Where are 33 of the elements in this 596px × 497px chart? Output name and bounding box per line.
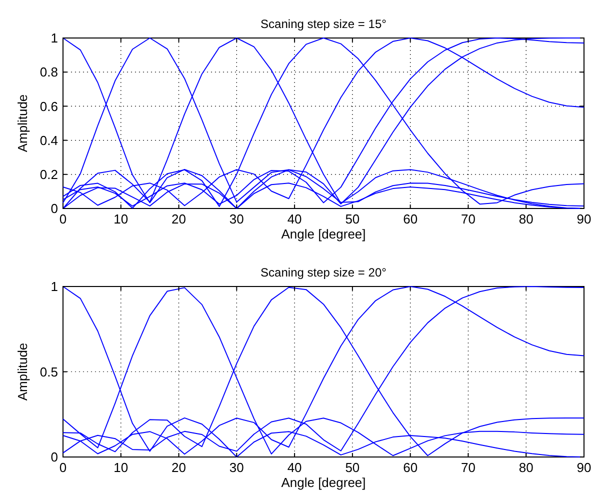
x-tick-label: 40 [287, 212, 302, 226]
x-tick-label: 90 [576, 460, 592, 475]
y-tick-label: 0 [50, 450, 58, 465]
y-tick-label: 0 [50, 201, 58, 216]
y-tick-label: 1 [50, 279, 58, 294]
x-tick-label: 10 [114, 212, 128, 226]
y-axis-title: Amplitude [15, 342, 30, 401]
y-tick-label: 0.2 [40, 166, 58, 182]
x-tick-label: 10 [114, 460, 128, 475]
chart-title: Scaning step size = 15° [260, 17, 387, 31]
y-tick-label: 0.8 [40, 64, 58, 80]
y-tick-label: 0.6 [40, 98, 58, 114]
x-tick-label: 80 [518, 460, 534, 475]
x-tick-label: 60 [403, 460, 418, 475]
x-tick-label: 20 [172, 460, 186, 475]
y-tick-label: 0.5 [40, 364, 58, 380]
x-tick-label: 30 [229, 212, 244, 226]
y-tick-label: 0.4 [40, 132, 58, 148]
y-axis-title: Amplitude [15, 94, 30, 152]
x-tick-label: 70 [460, 460, 476, 475]
x-axis-title: Angle [degree] [281, 226, 366, 242]
x-axis-title: Angle [degree] [281, 475, 366, 490]
y-tick-label: 1 [50, 30, 58, 46]
x-tick-label: 40 [287, 460, 302, 475]
x-tick-label: 80 [518, 212, 534, 226]
chart-title: Scaning step size = 20° [260, 266, 387, 280]
x-tick-label: 90 [576, 212, 592, 226]
x-tick-label: 50 [345, 212, 360, 226]
x-tick-label: 20 [172, 212, 186, 226]
x-tick-label: 30 [229, 460, 244, 475]
x-tick-label: 50 [345, 460, 360, 475]
x-tick-label: 60 [403, 212, 418, 226]
x-tick-label: 70 [460, 212, 476, 226]
